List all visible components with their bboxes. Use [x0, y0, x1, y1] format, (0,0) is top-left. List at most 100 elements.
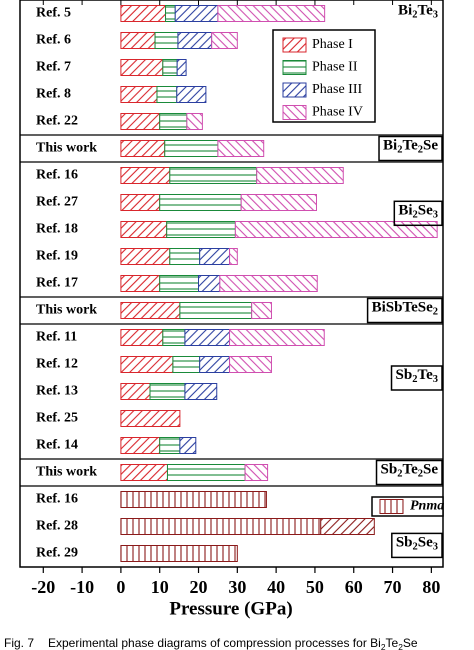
- phase-bar: [120, 248, 171, 265]
- phase-bar: [169, 248, 201, 265]
- phase-bar: [177, 32, 213, 49]
- phase-bar: [240, 194, 317, 211]
- phase-bar: [251, 302, 272, 319]
- category-label: Ref. 16: [36, 168, 78, 183]
- phase-bar: [120, 356, 174, 373]
- category-label: Ref. 12: [36, 357, 78, 372]
- legend: Phase I Phase II Phase III Phase IV: [272, 29, 376, 123]
- x-tick-label: 50: [306, 577, 324, 597]
- phase-bar: [159, 194, 242, 211]
- legend-label: Phase IV: [312, 105, 363, 120]
- phase-bar: [120, 59, 164, 76]
- category-label: Ref. 14: [36, 438, 78, 453]
- group-label-box: [375, 459, 443, 486]
- phase-bar: [162, 329, 186, 346]
- group-label: Bi2Se3: [398, 203, 438, 221]
- group-label: Sb2Te2Se: [381, 462, 439, 480]
- category-label: Ref. 27: [36, 195, 78, 210]
- phase-bar: [172, 356, 201, 373]
- phase-bar: [120, 491, 267, 508]
- phase-bar: [120, 32, 156, 49]
- phase-bar: [120, 437, 161, 454]
- x-tick-label: -20: [31, 577, 55, 597]
- x-tick-label: 30: [228, 577, 246, 597]
- category-label: Ref. 6: [36, 33, 71, 48]
- phase-bar: [120, 329, 164, 346]
- phase-bar: [120, 140, 166, 157]
- legend-label: Phase I: [312, 37, 353, 52]
- phase-bar: [179, 437, 197, 454]
- phase-bar: [229, 248, 238, 265]
- phase-bar: [179, 302, 253, 319]
- phase-bar: [165, 5, 176, 22]
- phase-bar: [169, 167, 258, 184]
- legend-swatch: [379, 499, 404, 514]
- category-label: Ref. 13: [36, 384, 78, 399]
- group-label: Bi2Te3: [398, 3, 438, 21]
- phase-bar: [198, 275, 221, 292]
- category-label: Ref. 28: [36, 519, 78, 534]
- phase-bar: [120, 86, 158, 103]
- phase-bar: [154, 32, 179, 49]
- phase-bar: [164, 140, 219, 157]
- phase-bar: [217, 5, 326, 22]
- x-tick-label: 40: [267, 577, 285, 597]
- category-label: Ref. 11: [36, 330, 77, 345]
- category-label: Ref. 7: [36, 60, 71, 75]
- category-label: Ref. 19: [36, 249, 78, 264]
- group-label-box: [366, 297, 443, 324]
- phase-bar: [159, 113, 188, 130]
- phase-bar: [120, 410, 181, 427]
- legend-swatch: [282, 60, 307, 75]
- legend-label: Phase II: [312, 60, 358, 75]
- category-label: Ref. 16: [36, 492, 78, 507]
- phase-bar: [199, 248, 231, 265]
- group-label: BiSbTeSe2: [372, 300, 438, 318]
- phase-bar: [256, 167, 344, 184]
- category-label: Ref. 25: [36, 411, 78, 426]
- phase-bar: [120, 167, 171, 184]
- phase-bar: [162, 59, 178, 76]
- phase-bar: [229, 356, 272, 373]
- x-tick-label: 20: [190, 577, 208, 597]
- phase-bar: [166, 221, 236, 238]
- phase-bar: [120, 194, 161, 211]
- legend-swatch: [282, 82, 307, 98]
- category-label: Ref. 18: [36, 222, 78, 237]
- phase-bar: [149, 383, 186, 400]
- phase-bar: [166, 464, 246, 481]
- group-label-box: [378, 135, 443, 162]
- phase-bar: [156, 86, 178, 103]
- category-label: Ref. 17: [36, 276, 78, 291]
- group-label-box: [390, 365, 443, 391]
- phase-bar: [229, 329, 325, 346]
- x-tick-label: -10: [70, 577, 94, 597]
- phase-bar: [184, 329, 231, 346]
- phase-bar: [120, 275, 161, 292]
- phase-bar: [120, 5, 167, 22]
- phase-bar: [120, 302, 181, 319]
- caption-label: Fig. 7: [4, 636, 34, 650]
- phase-bar: [219, 275, 318, 292]
- phase-bar: [186, 113, 203, 130]
- x-tick-label: 10: [151, 577, 169, 597]
- phase-bar: [176, 59, 187, 76]
- legend-swatch: [282, 37, 307, 53]
- phase-bar: [120, 221, 168, 238]
- category-label: This work: [36, 303, 97, 318]
- group-label-box: [391, 532, 443, 559]
- category-label: Ref. 22: [36, 114, 78, 129]
- phase-bar: [320, 518, 375, 535]
- x-tick-label: 60: [345, 577, 363, 597]
- group-label: Sb2Te3: [396, 367, 438, 385]
- category-label: This work: [36, 141, 97, 156]
- category-label: Ref. 8: [36, 87, 71, 102]
- group-label: Bi2Te2Se: [383, 138, 438, 156]
- phase-bar: [120, 113, 161, 130]
- phase-bar: [217, 140, 265, 157]
- phase-bar: [176, 86, 207, 103]
- phase-bar: [211, 32, 238, 49]
- phase-bar: [174, 5, 219, 22]
- phase-bar: [159, 437, 181, 454]
